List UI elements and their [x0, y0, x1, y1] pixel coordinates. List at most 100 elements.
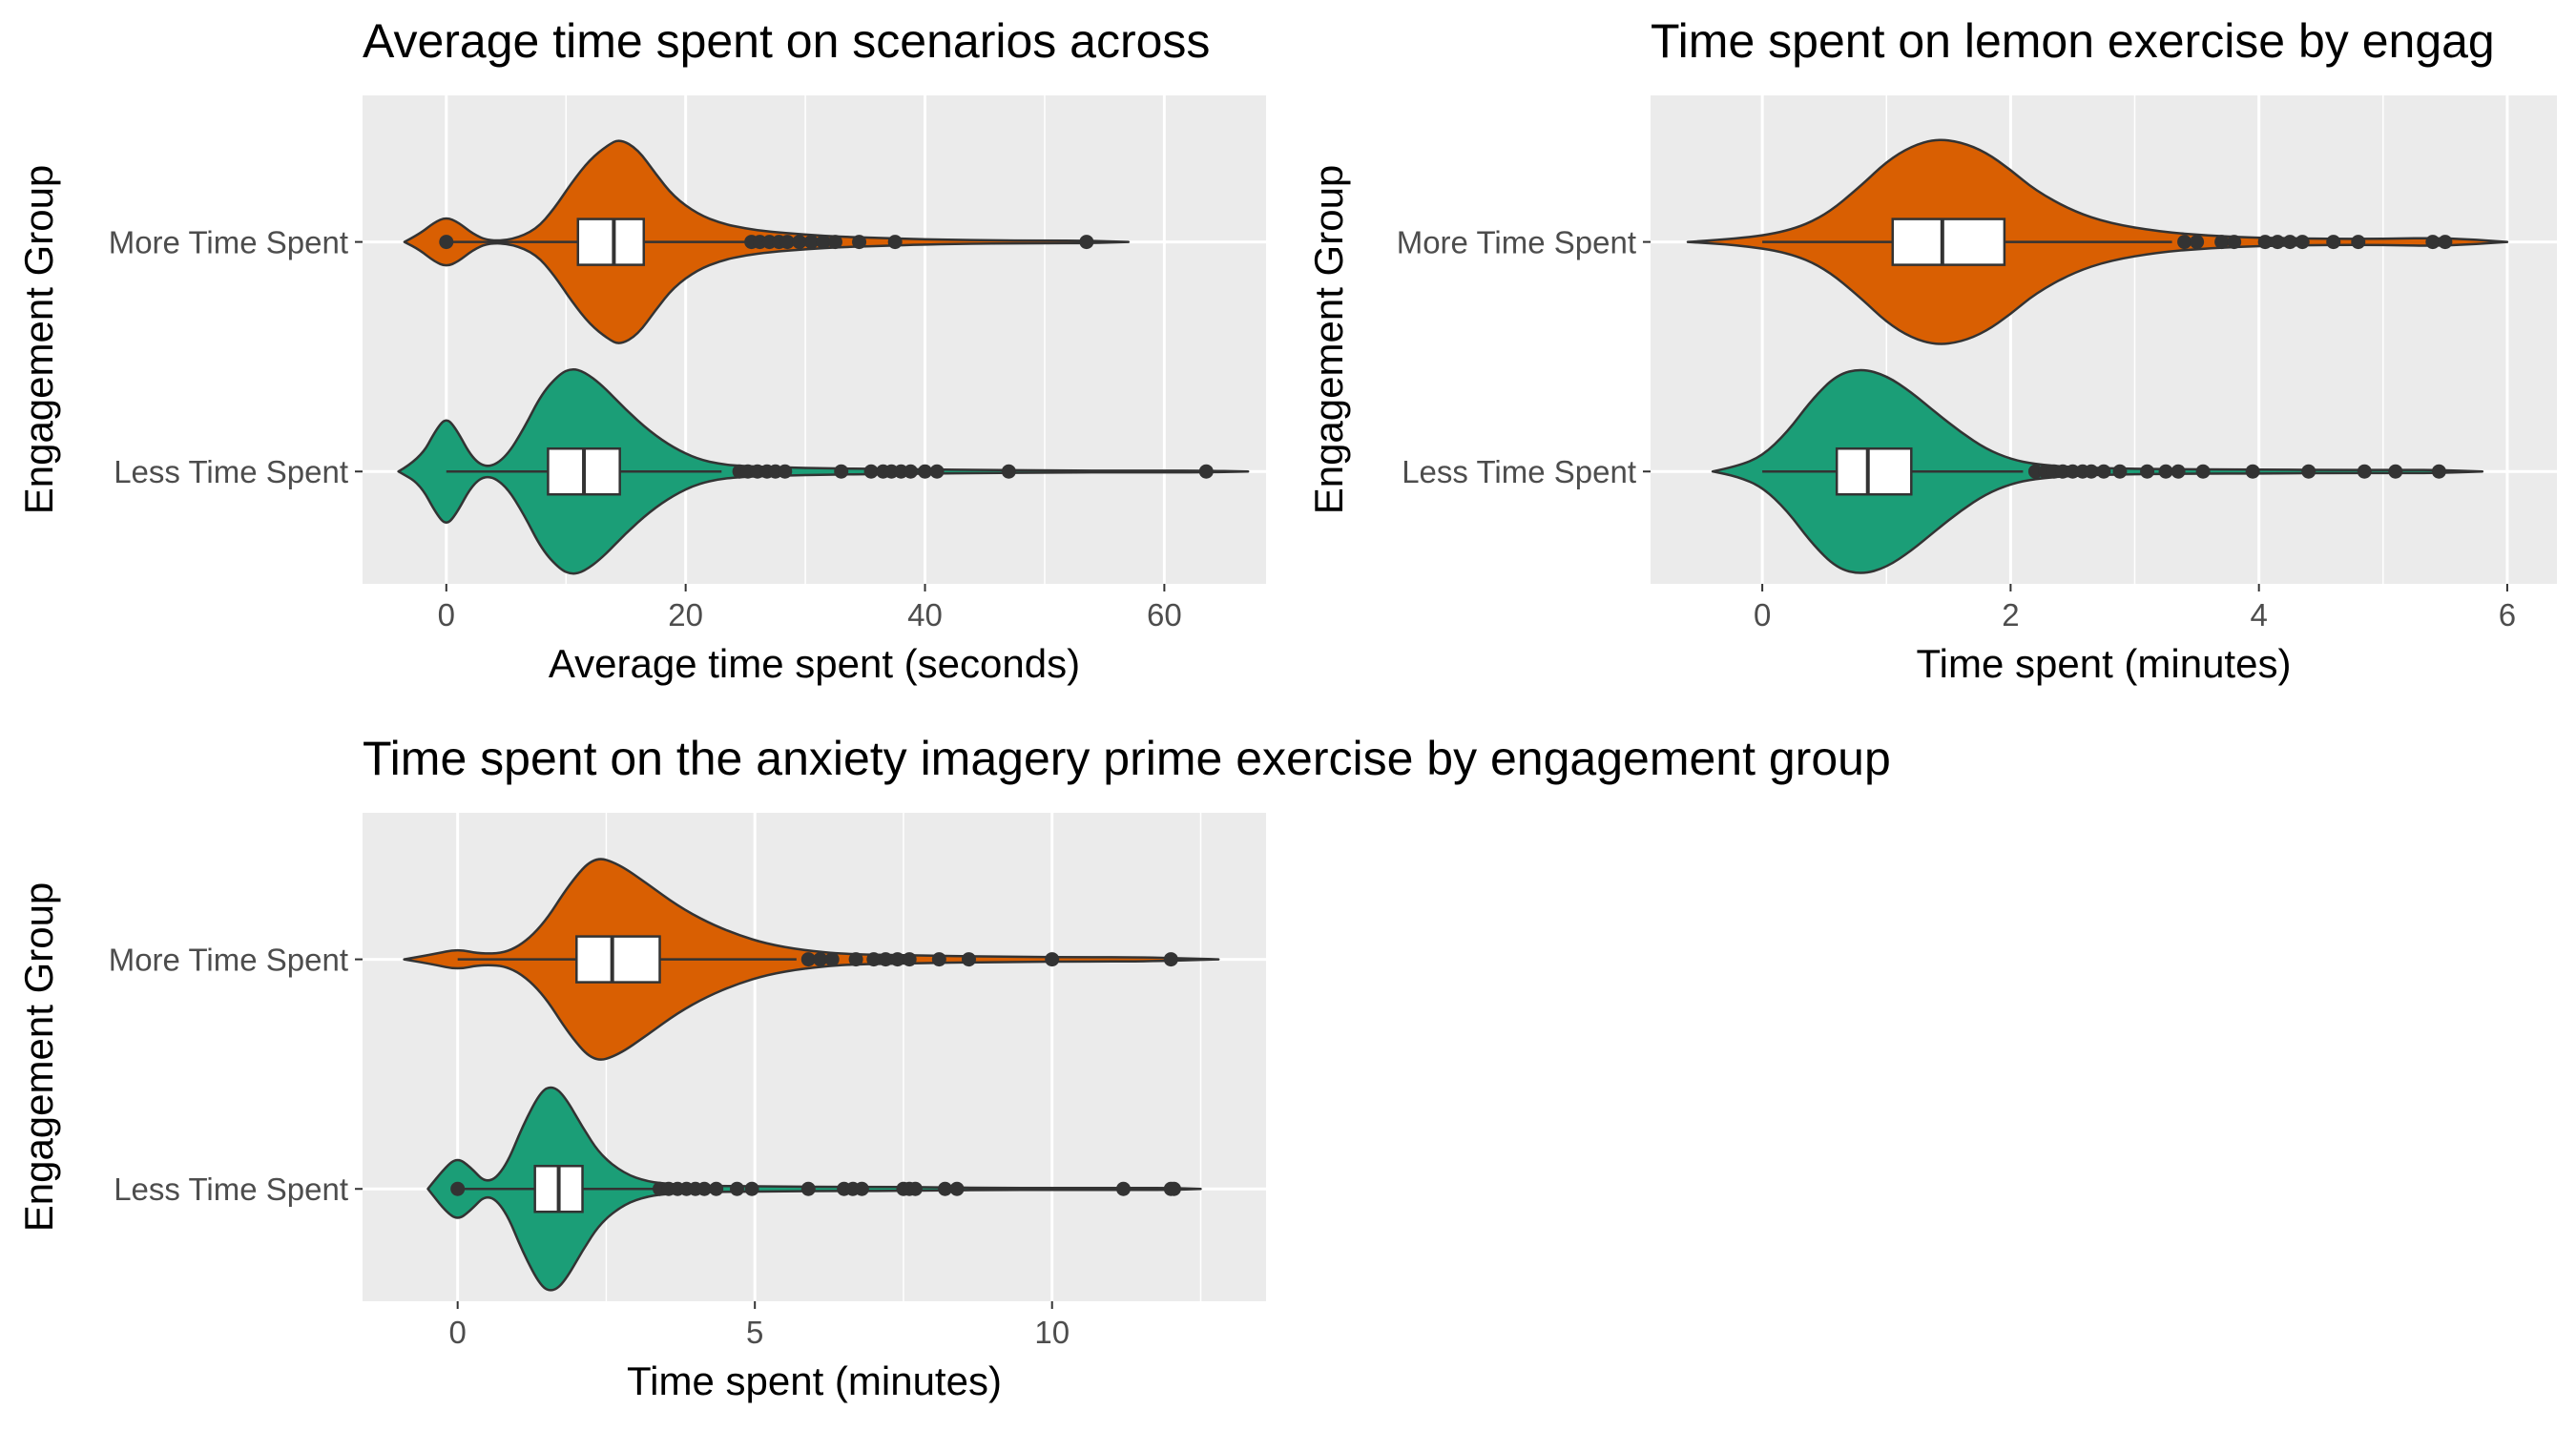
outlier-point: [2282, 235, 2297, 250]
chart-title: Average time spent on scenarios across: [363, 14, 1210, 68]
outlier-point: [439, 235, 454, 250]
outlier-point: [778, 464, 793, 479]
plot-background: [363, 95, 1266, 584]
outlier-point: [2270, 235, 2285, 250]
outlier-point: [1079, 235, 1094, 250]
outlier-point: [2055, 464, 2070, 479]
y-axis-title: Engagement Group: [16, 165, 61, 515]
outlier-point: [854, 1181, 869, 1196]
outlier-point: [2158, 464, 2173, 479]
box-iqr: [576, 218, 646, 266]
violin-series-more-time: [403, 858, 1220, 1061]
outlier-point: [834, 464, 849, 479]
plot-background: [363, 813, 1266, 1301]
violin-series-more-time: [1686, 138, 2509, 345]
outlier-point: [907, 1181, 923, 1196]
chart-title: Time spent on lemon exercise by engag: [1651, 14, 2495, 68]
x-tick-label: 0: [1754, 597, 1771, 633]
box-iqr: [1891, 218, 2006, 266]
y-axis-title: Engagement Group: [16, 882, 61, 1233]
outlier-point: [2096, 464, 2111, 479]
outlier-point: [929, 464, 945, 479]
outlier-point: [709, 1181, 724, 1196]
outlier-point: [2195, 464, 2211, 479]
outlier-point: [2177, 235, 2192, 250]
outlier-point: [887, 235, 903, 250]
outlier-point: [813, 952, 828, 967]
outlier-point: [824, 952, 840, 967]
outlier-point: [890, 952, 905, 967]
y-tick-label: More Time Spent: [109, 225, 348, 260]
y-tick-label: Less Time Spent: [114, 454, 348, 489]
outlier-point: [902, 952, 917, 967]
y-tick-label: More Time Spent: [109, 943, 348, 978]
x-tick-label: 4: [2250, 597, 2267, 633]
chart-panel-2: Time spent on lemon exercise by engag 0 2 4…: [1306, 14, 2557, 686]
outlier-point: [938, 1181, 953, 1196]
outlier-point: [1045, 952, 1060, 967]
box-iqr: [575, 935, 661, 984]
violin-series-less-time: [426, 1086, 1202, 1292]
chart-panel-1: Average time spent on scenarios across 0 2…: [16, 14, 1266, 686]
x-axis-title: Time spent (minutes): [1917, 641, 2292, 686]
chart-panel-3: Time spent on the anxiety imagery prime …: [16, 732, 1891, 1403]
violin-series-less-time: [397, 367, 1250, 575]
outlier-point: [2295, 235, 2310, 250]
x-tick-label: 10: [1034, 1315, 1070, 1350]
outlier-point: [931, 952, 946, 967]
x-tick-label: 20: [668, 597, 703, 633]
x-axis-title: Time spent (minutes): [627, 1358, 1002, 1403]
x-tick-label: 2: [2002, 597, 2019, 633]
outlier-point: [1163, 952, 1178, 967]
outlier-point: [2214, 235, 2230, 250]
x-tick-label: 0: [449, 1315, 467, 1350]
x-tick-label: 6: [2499, 597, 2516, 633]
outlier-point: [2351, 235, 2366, 250]
x-tick-label: 0: [438, 597, 455, 633]
outlier-point: [863, 464, 879, 479]
outlier-point: [2425, 235, 2441, 250]
outlier-point: [2438, 235, 2453, 250]
outlier-point: [792, 235, 807, 250]
outlier-point: [730, 1181, 745, 1196]
violin-shape: [397, 367, 1250, 575]
chart-title: Time spent on the anxiety imagery prime …: [363, 732, 1891, 785]
outlier-point: [878, 952, 893, 967]
outlier-point: [800, 1181, 816, 1196]
outlier-point: [866, 952, 882, 967]
outlier-point: [2140, 464, 2155, 479]
outlier-point: [2326, 235, 2341, 250]
outlier-point: [2357, 464, 2372, 479]
outlier-point: [2084, 464, 2099, 479]
outlier-point: [1001, 464, 1016, 479]
outlier-point: [800, 952, 816, 967]
x-axis-title: Average time spent (seconds): [549, 641, 1080, 686]
y-axis-title: Engagement Group: [1306, 165, 1351, 515]
outlier-point: [1166, 1181, 1181, 1196]
violin-series-more-time: [403, 139, 1131, 344]
outlier-point: [2171, 464, 2186, 479]
outlier-point: [450, 1181, 466, 1196]
outlier-point: [1198, 464, 1214, 479]
outlier-point: [852, 235, 867, 250]
outlier-point: [949, 1181, 965, 1196]
outlier-point: [2227, 235, 2242, 250]
y-tick-label: Less Time Spent: [114, 1172, 348, 1207]
x-tick-label: 40: [907, 597, 943, 633]
outlier-point: [2245, 464, 2260, 479]
outlier-point: [744, 1181, 759, 1196]
outlier-point: [961, 952, 976, 967]
y-tick-label: More Time Spent: [1397, 225, 1636, 260]
x-tick-label: 60: [1147, 597, 1182, 633]
outlier-point: [848, 952, 863, 967]
outlier-point: [2190, 235, 2205, 250]
outlier-point: [827, 235, 842, 250]
y-tick-label: Less Time Spent: [1402, 454, 1636, 489]
outlier-point: [1115, 1181, 1131, 1196]
outlier-point: [779, 235, 795, 250]
outlier-point: [2301, 464, 2316, 479]
outlier-point: [2388, 464, 2403, 479]
outlier-point: [918, 464, 933, 479]
outlier-point: [2257, 235, 2273, 250]
violin-series-less-time: [1711, 368, 2484, 574]
